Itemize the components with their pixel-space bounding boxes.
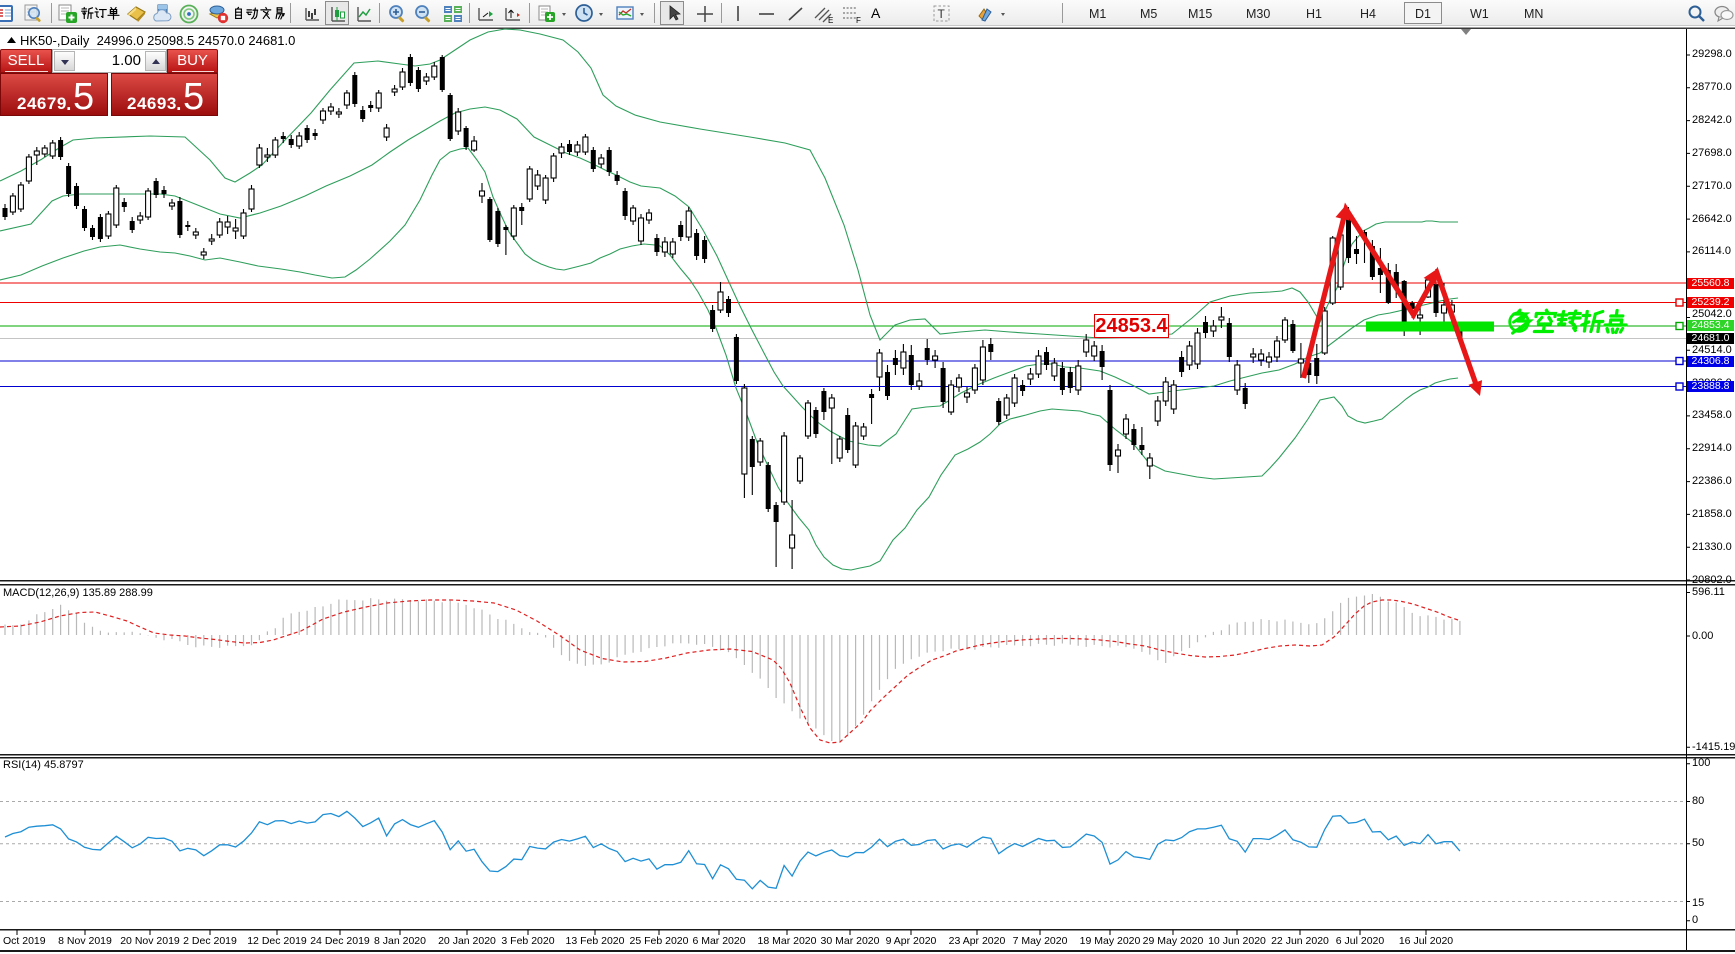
svg-text:E: E [828,16,833,24]
svg-text:F: F [856,16,861,24]
svg-text:T: T [938,7,946,21]
